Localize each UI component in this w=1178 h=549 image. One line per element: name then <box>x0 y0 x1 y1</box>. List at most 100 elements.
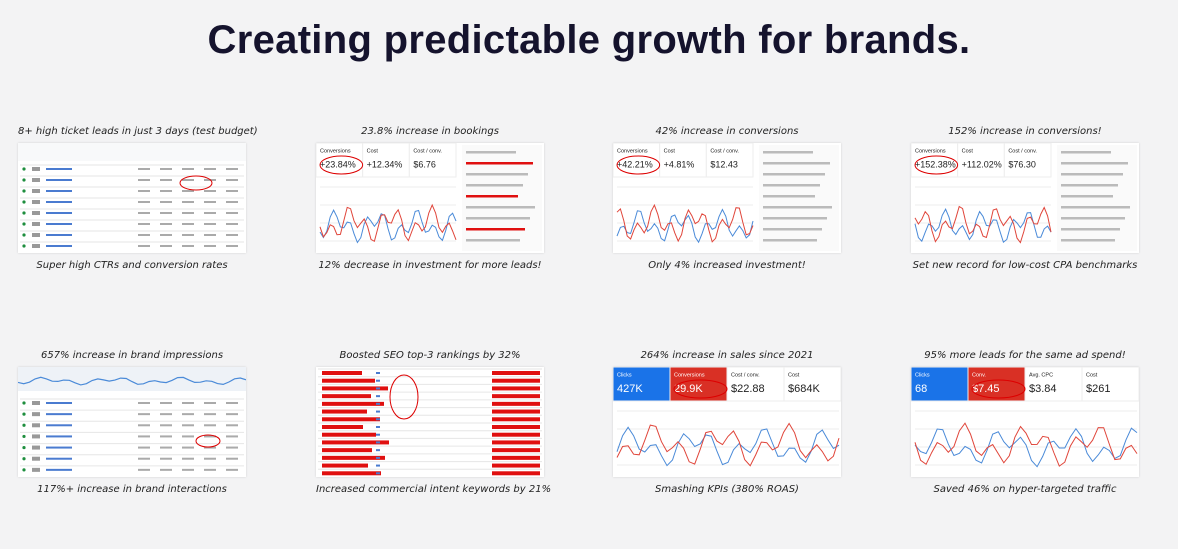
status-dot <box>22 457 26 461</box>
trend-line <box>616 426 840 467</box>
status-dot <box>22 178 26 182</box>
cell <box>226 234 238 236</box>
insight-line <box>763 184 820 187</box>
status-dot <box>22 211 26 215</box>
insight-line <box>1061 184 1118 187</box>
redacted-bar <box>492 417 540 422</box>
cell <box>138 446 150 449</box>
cell <box>160 457 172 460</box>
card-headline: 95% more leads for the same ad spend! <box>924 350 1126 361</box>
cell <box>32 189 40 193</box>
screenshot: Clicks 427K Conversions 29.9K Cost / conv. $2… <box>613 367 841 477</box>
redacted-bar <box>492 378 540 383</box>
status-dot <box>22 222 26 226</box>
insight-line <box>1061 206 1130 209</box>
cell <box>204 190 216 192</box>
redacted-bar <box>492 371 540 375</box>
cell <box>204 457 216 460</box>
cell <box>376 402 380 405</box>
metric-label: Cost / conv. <box>710 148 739 154</box>
cell <box>182 457 194 460</box>
cell <box>46 435 72 438</box>
metric-value: $76.30 <box>1008 159 1036 169</box>
redacted-bar <box>322 455 385 460</box>
metric-label: Cost <box>664 148 676 154</box>
cell <box>46 245 72 247</box>
cell <box>182 446 194 449</box>
insight-line <box>1061 239 1115 242</box>
card-caption: Set new record for low-cost CPA benchmar… <box>912 260 1138 271</box>
cell <box>46 457 72 460</box>
metric-tile <box>783 367 841 402</box>
redacted-bar <box>492 471 540 476</box>
card-caption: Only 4% increased investment! <box>648 260 806 271</box>
trend-line <box>319 208 457 244</box>
cell <box>32 456 40 461</box>
metric-label: Conversions <box>674 372 705 378</box>
cell <box>204 212 216 214</box>
redacted-bar <box>322 371 362 375</box>
cell <box>226 201 238 203</box>
metric-value: +112.02% <box>962 159 1002 169</box>
cell <box>160 413 172 416</box>
case-card: 42% increase in conversions Conversions +4… <box>613 126 841 271</box>
cell <box>32 200 40 204</box>
insight-line <box>763 228 822 231</box>
trend-line <box>319 203 457 243</box>
case-card: 23.8% increase in bookings Conversions +23… <box>316 126 544 271</box>
insight-line <box>466 173 528 176</box>
cell <box>182 212 194 214</box>
annotation-circle <box>179 175 213 191</box>
redacted-bar <box>492 440 540 445</box>
cell <box>138 223 150 225</box>
cell <box>376 426 380 428</box>
insight-line <box>763 162 830 165</box>
cell <box>376 456 380 459</box>
redacted-bar <box>492 401 540 406</box>
cell <box>46 168 72 170</box>
cell <box>32 412 40 417</box>
cell <box>32 467 40 472</box>
status-dot <box>22 445 26 450</box>
cell <box>32 445 40 450</box>
cell <box>160 223 172 225</box>
cell <box>376 410 380 413</box>
metric-label: Conversions <box>915 148 946 154</box>
metric-tile <box>659 143 707 178</box>
redacted-bar <box>322 425 363 429</box>
annotation-circle <box>971 379 1026 399</box>
metric-value: 427K <box>617 383 643 395</box>
cell <box>138 245 150 247</box>
cell <box>182 168 194 170</box>
cell <box>46 201 72 203</box>
metric-label: Cost / conv. <box>413 148 442 154</box>
metric-value: $6.76 <box>413 159 436 169</box>
metric-value: +12.34% <box>367 159 403 169</box>
case-card: Boosted SEO top-3 rankings by 32% Increas… <box>316 350 551 495</box>
cell <box>32 211 40 215</box>
annotation-circle <box>319 155 364 175</box>
cell <box>32 167 40 171</box>
card-headline: 8+ high ticket leads in just 3 days (tes… <box>18 126 258 137</box>
redacted-bar <box>322 463 368 468</box>
cell <box>376 379 380 382</box>
redacted-bar <box>322 417 380 422</box>
metric-value: +4.81% <box>664 159 695 169</box>
cell <box>376 372 380 374</box>
redacted-bar <box>322 432 376 437</box>
metric-tile <box>1003 143 1052 178</box>
card-caption: 117%+ increase in brand interactions <box>37 484 227 495</box>
cell <box>46 446 72 449</box>
cell <box>376 472 380 475</box>
cell <box>32 222 40 226</box>
insight-line <box>466 217 530 220</box>
insight-line <box>466 206 535 209</box>
insight-line <box>763 206 832 209</box>
trend-line <box>914 205 1052 244</box>
metric-value: +42.21% <box>617 159 653 169</box>
cell <box>160 234 172 236</box>
status-dot <box>22 468 26 472</box>
cell <box>182 190 194 192</box>
trend-line <box>914 208 1052 244</box>
screenshot: Conversions +152.38% Cost +112.02% Cost / co… <box>911 143 1139 253</box>
